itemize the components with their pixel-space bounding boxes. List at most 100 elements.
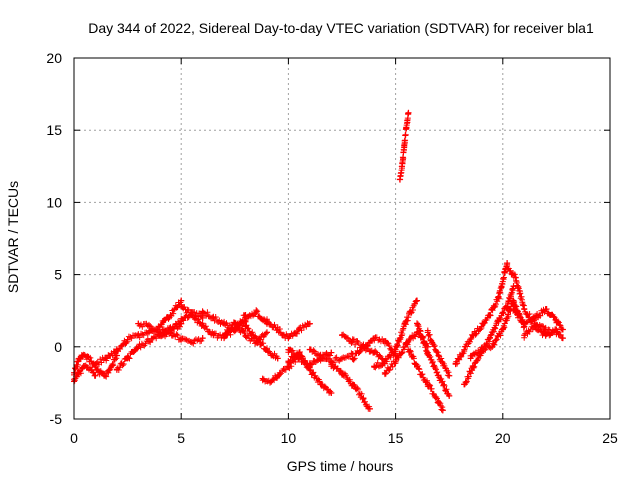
data-point [381, 358, 388, 365]
data-point [253, 335, 260, 342]
data-point [103, 355, 110, 362]
y-tick-label: 0 [54, 339, 62, 355]
series-track-20.5-22.8h [510, 305, 566, 333]
data-point [435, 372, 442, 379]
data-point [504, 262, 511, 269]
data-point [105, 369, 112, 376]
data-point [113, 366, 120, 373]
data-point [489, 343, 496, 350]
data-point [221, 320, 228, 327]
y-tick-label: 15 [46, 122, 62, 138]
data-point [146, 338, 153, 345]
y-axis-label: SDTVAR / TECUs [5, 181, 21, 293]
data-point [499, 326, 506, 333]
data-point [263, 346, 270, 353]
data-point [167, 329, 174, 336]
data-point [446, 372, 453, 379]
data-point [79, 365, 86, 372]
data-point [231, 326, 238, 333]
data-point [521, 320, 528, 327]
data-point [452, 361, 459, 368]
data-point [486, 312, 493, 319]
data-point [424, 349, 431, 356]
y-tick-label: -5 [50, 411, 63, 427]
data-point [178, 336, 185, 343]
series-track-15.2-15.6h-high [396, 109, 412, 183]
data-point [83, 353, 90, 360]
data-point [414, 320, 421, 327]
data-point [274, 326, 281, 333]
data-point [188, 312, 195, 319]
data-point [75, 358, 82, 365]
data-point [531, 323, 538, 330]
data-point [349, 381, 356, 388]
x-tick-label: 20 [495, 430, 511, 446]
data-point [92, 372, 99, 379]
data-point [306, 346, 313, 353]
data-point [339, 332, 345, 339]
data-point [167, 312, 174, 319]
data-point [360, 395, 367, 402]
data-point [559, 335, 566, 342]
data-point [285, 346, 292, 353]
data-point [446, 392, 453, 399]
data-point [521, 306, 528, 313]
y-tick-label: 5 [54, 267, 62, 283]
data-point [296, 349, 303, 356]
data-point [109, 361, 116, 368]
data-point [435, 398, 442, 405]
x-tick-label: 10 [281, 430, 297, 446]
data-point [146, 323, 153, 330]
data-point [79, 352, 86, 359]
data-point [371, 335, 378, 342]
data-point [285, 358, 292, 365]
series-track-15.5-17.2h [403, 340, 446, 414]
data-point [414, 364, 421, 371]
series-track-6-9h [199, 307, 270, 334]
data-point [461, 346, 468, 353]
data-point [221, 332, 228, 339]
x-axis-label: GPS time / hours [287, 458, 394, 474]
series-track-21-22.5h [521, 322, 560, 341]
data-point [306, 320, 313, 327]
data-point [259, 375, 266, 382]
data-point [88, 358, 95, 365]
data-point [542, 332, 549, 339]
data-point [469, 332, 476, 339]
data-point [199, 335, 206, 342]
data-point [242, 332, 249, 339]
data-point [253, 309, 260, 316]
data-point [268, 378, 275, 385]
data-point [178, 317, 185, 324]
data-point [199, 314, 206, 321]
data-point [88, 366, 95, 373]
series-track-14-16h [371, 297, 421, 371]
series-track-9-11h [263, 316, 313, 342]
data-point [75, 371, 82, 378]
x-tick-label: 5 [177, 430, 185, 446]
data-point [263, 317, 270, 324]
data-point [317, 352, 324, 359]
data-point [381, 369, 388, 376]
data-point [285, 335, 292, 342]
data-point [478, 346, 485, 353]
series-markers [414, 320, 453, 399]
series-track-8-9.5h [242, 322, 281, 362]
data-point [439, 407, 446, 414]
data-point [495, 294, 502, 301]
data-point [371, 364, 378, 371]
data-point [403, 340, 410, 347]
data-point [199, 309, 206, 316]
x-tick-label: 15 [388, 430, 404, 446]
series-track-4-6h [156, 328, 206, 347]
data-point [92, 361, 99, 368]
series-track-7-9h [221, 319, 270, 347]
data-point [510, 297, 517, 304]
data-point [435, 352, 442, 359]
series-track-10-12h-low [285, 349, 335, 397]
data-point [274, 355, 281, 362]
data-point [328, 349, 335, 356]
data-point [461, 381, 468, 388]
